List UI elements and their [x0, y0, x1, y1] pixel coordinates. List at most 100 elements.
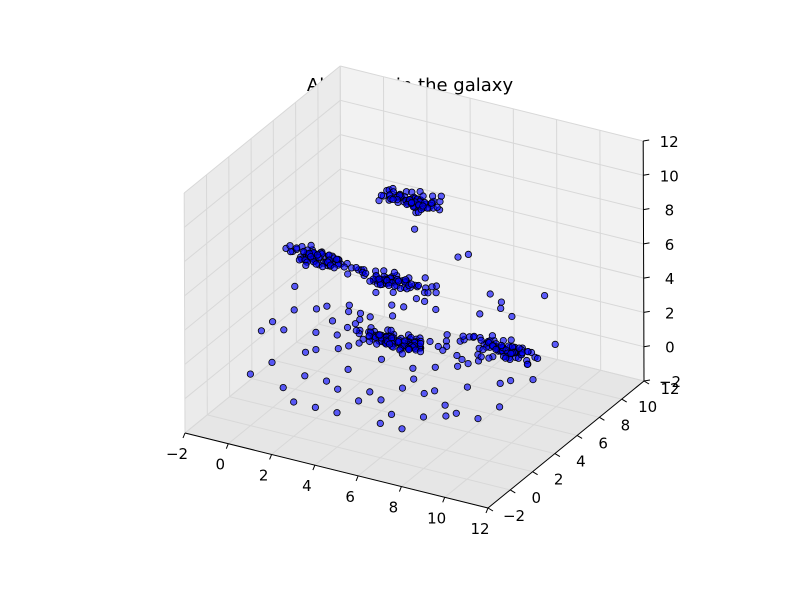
data-point: [268, 358, 276, 366]
data-point: [340, 263, 348, 271]
data-point: [419, 202, 427, 210]
gridline-x-back: [556, 119, 558, 360]
gridline-z-left: [183, 99, 341, 228]
z-tick-label: 6: [665, 236, 675, 254]
z-tick-mark: [643, 208, 650, 211]
data-point: [398, 350, 406, 358]
back-pane: [340, 66, 644, 381]
data-point: [307, 253, 315, 261]
data-point: [351, 320, 359, 328]
gridline-y-floor: [207, 414, 511, 491]
data-point: [280, 326, 288, 334]
data-point: [376, 331, 384, 339]
axes-panes: [184, 66, 644, 508]
data-point: [507, 336, 515, 344]
data-point: [344, 365, 352, 373]
data-point: [453, 362, 462, 370]
data-point: [431, 363, 439, 371]
data-point: [407, 280, 416, 288]
data-point: [394, 277, 403, 285]
data-point: [312, 328, 320, 336]
data-point: [290, 398, 298, 406]
y-tick-label: 12: [660, 380, 679, 398]
data-point: [416, 348, 425, 356]
gridline-z-back: [340, 134, 644, 211]
data-point: [497, 304, 505, 312]
data-point: [387, 410, 396, 418]
y-tick-mark: [532, 471, 538, 476]
data-point: [496, 379, 504, 387]
gridline-z-left: [184, 168, 341, 297]
data-point: [380, 267, 388, 275]
x-axis-line: [184, 432, 489, 509]
data-point: [427, 199, 436, 207]
data-point: [492, 345, 500, 354]
x-tick-mark: [442, 497, 446, 503]
data-point: [508, 312, 516, 321]
data-point: [388, 312, 397, 320]
data-point: [365, 332, 373, 340]
data-point: [474, 414, 482, 423]
data-point: [495, 403, 504, 411]
data-point: [372, 288, 380, 297]
gridline-y-floor: [229, 396, 533, 473]
data-point: [421, 274, 429, 282]
data-point: [366, 277, 374, 285]
y-tick-label: 6: [598, 434, 608, 452]
gridline-x-floor: [314, 337, 472, 466]
data-point: [400, 303, 408, 311]
data-point: [307, 241, 315, 249]
data-point: [439, 346, 447, 354]
data-point: [409, 364, 417, 372]
data-point: [394, 338, 402, 346]
z-tick-label: 8: [665, 202, 675, 220]
data-point: [412, 294, 420, 303]
data-point: [377, 191, 385, 199]
data-point: [352, 326, 360, 335]
gridline-y-floor: [251, 378, 556, 455]
z-tick-mark: [643, 310, 650, 313]
y-tick-mark: [487, 507, 494, 512]
data-point: [366, 388, 374, 396]
data-point: [301, 348, 310, 356]
data-point: [401, 276, 410, 284]
data-point: [333, 255, 341, 263]
x-tick-mark: [269, 454, 273, 460]
x-tick-label: 0: [216, 456, 226, 474]
gridline-y-left: [317, 84, 320, 325]
x-tick-mark: [485, 507, 489, 514]
data-point: [344, 270, 352, 278]
data-point: [246, 370, 254, 378]
data-point: [452, 409, 460, 417]
data-point: [497, 298, 505, 306]
gridline-x-back: [469, 98, 472, 339]
data-point: [302, 261, 310, 269]
data-point: [366, 313, 374, 321]
data-point: [414, 281, 423, 290]
x-tick-mark: [398, 486, 402, 492]
z-tick-mark: [643, 276, 650, 279]
z-tick-mark: [643, 139, 650, 142]
y-tick-mark: [554, 453, 561, 458]
z-tick-mark: [643, 173, 650, 176]
data-point: [377, 355, 386, 363]
data-point: [312, 305, 321, 313]
gridline-x-floor: [444, 369, 602, 498]
y-tick-label: −2: [503, 507, 525, 525]
data-point: [424, 289, 432, 297]
data-point: [279, 383, 287, 392]
y-tick-label: 0: [532, 489, 542, 507]
data-point: [362, 269, 370, 277]
data-point: [428, 192, 437, 200]
data-point: [420, 389, 428, 398]
data-point: [301, 372, 309, 380]
data-point: [459, 332, 467, 340]
z-tick-label: 12: [660, 133, 679, 151]
x-tick-mark: [182, 432, 186, 439]
data-point: [343, 323, 352, 332]
data-point: [328, 317, 337, 325]
data-point: [477, 336, 485, 344]
data-point: [426, 337, 434, 346]
data-point: [334, 385, 342, 393]
